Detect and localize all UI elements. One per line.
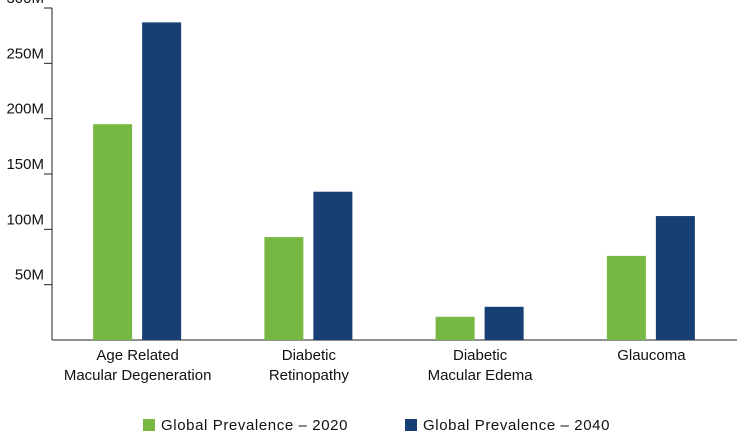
y-tick-label: 50M <box>15 267 44 284</box>
bar <box>655 216 695 340</box>
y-tick-label: 250M <box>6 45 44 62</box>
bar <box>606 255 646 340</box>
legend-swatch <box>405 419 417 431</box>
x-tick-label: Glaucoma <box>617 347 686 364</box>
x-tick-label: Diabetic Macular Edema <box>428 347 534 384</box>
legend-label: Global Prevalence – 2040 <box>423 417 610 434</box>
y-tick-label: 300M <box>6 0 44 7</box>
y-tick-label: 200M <box>6 101 44 118</box>
bar <box>142 22 182 341</box>
x-tick-label: Age Related Macular Degeneration <box>64 347 212 384</box>
legend-label: Global Prevalence – 2020 <box>161 417 348 434</box>
bar <box>484 306 524 340</box>
bar <box>93 124 133 340</box>
bar <box>313 191 353 340</box>
y-tick-label: 150M <box>6 156 44 173</box>
y-tick-label: 100M <box>6 211 44 228</box>
legend-swatch <box>143 419 155 431</box>
bar <box>435 316 475 340</box>
x-tick-label: Diabetic Retinopathy <box>269 347 350 384</box>
bar <box>264 237 304 340</box>
